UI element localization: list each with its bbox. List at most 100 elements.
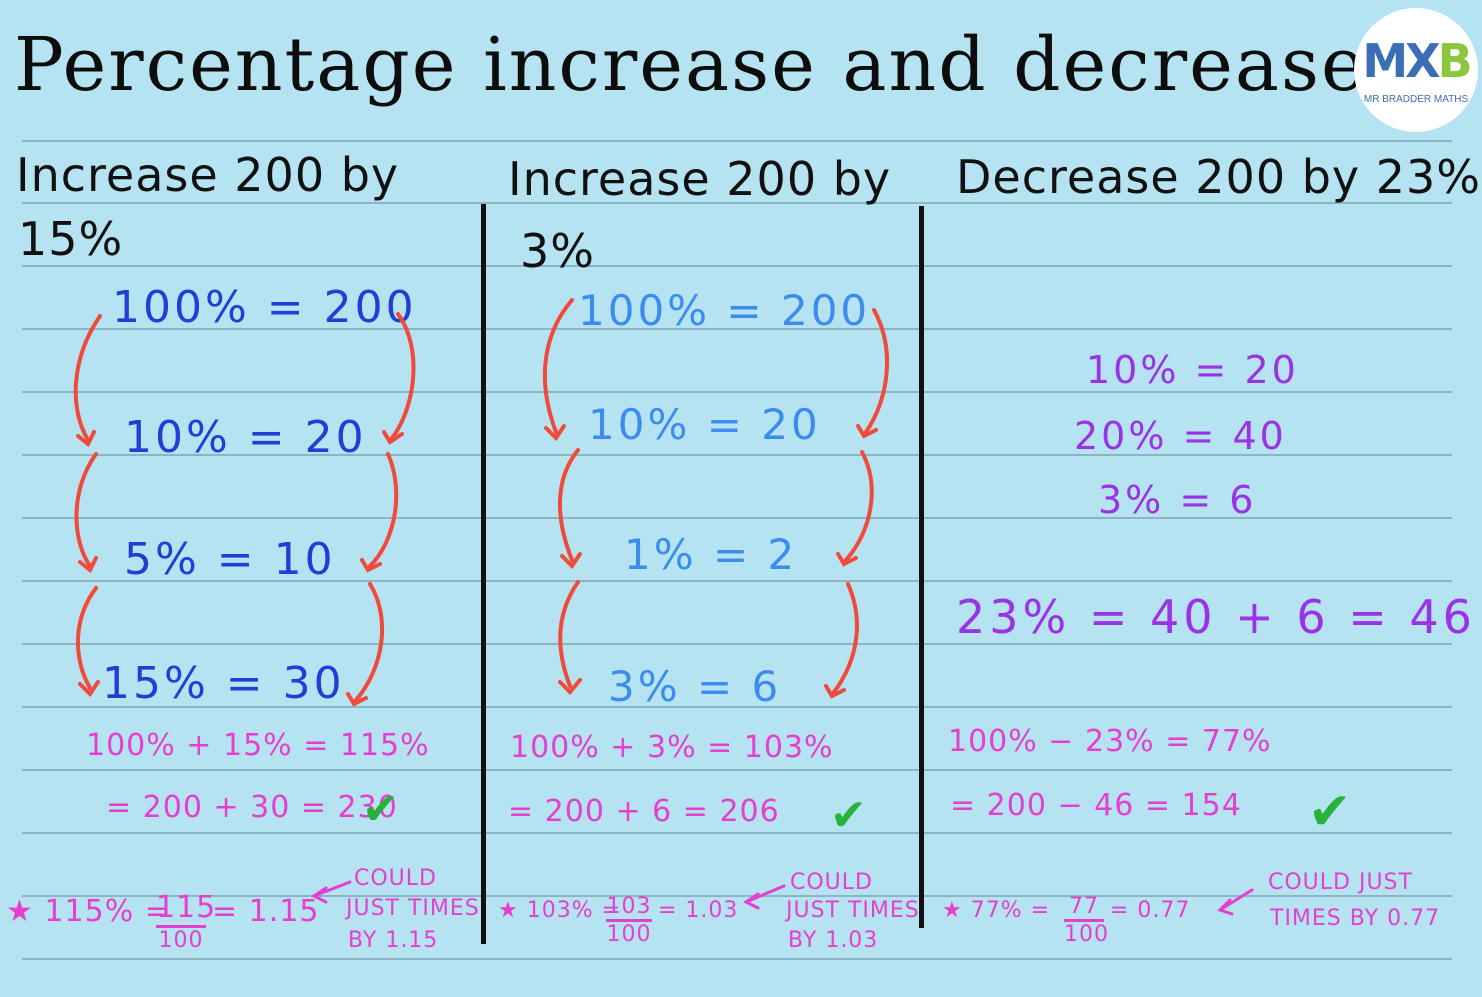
red-arrow	[864, 308, 890, 434]
col2-calc: = 200 + 6 = 206	[508, 794, 780, 829]
ruled-line	[22, 832, 1452, 834]
col3-note-result: = 0.77	[1110, 898, 1191, 923]
arrow-head	[76, 430, 96, 448]
col2-heading-percent: 3%	[520, 224, 595, 278]
check-icon: ✔	[1308, 782, 1352, 842]
ruled-line	[22, 517, 1452, 519]
col2-comment: BY 1.03	[788, 928, 879, 953]
check-icon: ✔	[362, 784, 399, 835]
col3-step: 20% = 40	[1074, 414, 1287, 458]
logo-mark-left: MX	[1362, 34, 1440, 88]
col3-note: ★ 77% =	[942, 898, 1051, 923]
col3-step: 3% = 6	[1098, 478, 1257, 522]
col2-step: 10% = 20	[588, 400, 821, 449]
col1-note: ★ 115% =	[6, 894, 171, 929]
red-arrow	[844, 450, 874, 562]
red-arrow	[832, 582, 859, 694]
col1-calc: 100% + 15% = 115%	[86, 728, 430, 763]
column-divider	[919, 206, 924, 928]
arrow-head	[311, 886, 328, 904]
ruled-line	[22, 895, 1452, 897]
arrow-head	[560, 552, 582, 570]
fraction-numerator: 115	[156, 890, 215, 928]
arrow-head	[382, 430, 404, 445]
red-arrow	[558, 580, 580, 688]
arrow-head	[1217, 898, 1234, 916]
col1-step: 5% = 10	[124, 534, 336, 585]
col1-step: 100% = 200	[112, 282, 417, 333]
col2-step: 100% = 200	[578, 286, 871, 335]
ruled-line	[22, 643, 1452, 645]
ruled-line	[22, 140, 1452, 142]
col1-fraction: 115 100	[156, 890, 215, 953]
col2-fraction: 103 100	[606, 894, 652, 947]
red-arrow	[390, 312, 416, 440]
red-arrow	[558, 448, 580, 562]
ruled-line	[22, 580, 1452, 582]
red-arrow	[75, 586, 98, 690]
arrow-head	[346, 692, 368, 707]
col2-comment: JUST TIMES	[786, 898, 920, 923]
red-arrow	[354, 582, 384, 702]
page-title: Percentage increase and decrease	[14, 22, 1367, 108]
arrow-head	[824, 684, 846, 699]
ruled-line	[22, 328, 1452, 330]
red-arrow	[542, 298, 574, 434]
col2-heading: Increase 200 by	[508, 152, 892, 206]
col1-step: 15% = 30	[102, 658, 345, 709]
ruled-line	[22, 391, 1452, 393]
arrow-head	[856, 424, 878, 439]
col2-step: 1% = 2	[624, 530, 798, 579]
col2-calc: 100% + 3% = 103%	[510, 730, 834, 765]
col2-note: ★ 103% =	[498, 898, 622, 923]
col3-heading: Decrease 200 by 23%.	[956, 150, 1482, 204]
col3-calc: 100% − 23% = 77%	[948, 724, 1272, 759]
col1-comment: COULD	[354, 866, 437, 891]
col1-comment: BY 1.15	[348, 928, 439, 953]
arrow-head	[78, 556, 98, 574]
logo-mark-right: B	[1437, 34, 1473, 88]
red-arrow	[368, 452, 399, 568]
col2-note-result: = 1.03	[658, 898, 739, 923]
col2-comment: COULD	[790, 870, 873, 895]
fraction-denominator: 100	[1064, 922, 1109, 947]
col1-heading-percent: 15%	[18, 212, 124, 266]
fraction-numerator: 103	[606, 894, 652, 922]
logo: MXB MR BRADDER MATHS	[1354, 8, 1478, 132]
column-divider	[481, 204, 486, 944]
fraction-denominator: 100	[158, 928, 204, 953]
ruled-line	[22, 958, 1452, 960]
arrow-head	[360, 558, 382, 573]
col1-heading: Increase 200 by	[16, 148, 400, 202]
ruled-line	[22, 706, 1452, 708]
logo-text: MR BRADDER MATHS	[1363, 94, 1469, 105]
arrow-head	[836, 552, 858, 567]
ruled-line	[22, 202, 1452, 204]
fraction-denominator: 100	[606, 922, 652, 947]
col3-calc: = 200 − 46 = 154	[950, 788, 1242, 823]
red-arrow	[73, 314, 102, 442]
arrow-head	[544, 424, 566, 442]
ruled-line	[22, 769, 1452, 771]
red-arrow	[74, 452, 98, 568]
col3-fraction: 77 100	[1064, 894, 1109, 947]
col1-calc: = 200 + 30 = 230	[106, 790, 398, 825]
ruled-line	[22, 265, 1452, 267]
col3-total: 23% = 40 + 6 = 46	[956, 590, 1476, 644]
col3-step: 10% = 20	[1086, 348, 1299, 392]
ruled-line	[22, 454, 1452, 456]
check-icon: ✔	[830, 790, 867, 841]
col1-comment: JUST TIMES	[346, 896, 480, 921]
logo-mark: MXB	[1354, 34, 1478, 88]
arrow-head	[78, 680, 100, 698]
arrow-head	[558, 678, 582, 695]
col2-step: 3% = 6	[608, 662, 782, 711]
arrow-head	[743, 892, 760, 910]
col1-step: 10% = 20	[124, 412, 367, 463]
fraction-numerator: 77	[1064, 894, 1104, 922]
col1-note-result: = 1.15	[212, 894, 320, 929]
col3-comment: COULD JUST	[1268, 870, 1413, 895]
col3-comment: TIMES BY 0.77	[1270, 906, 1441, 931]
